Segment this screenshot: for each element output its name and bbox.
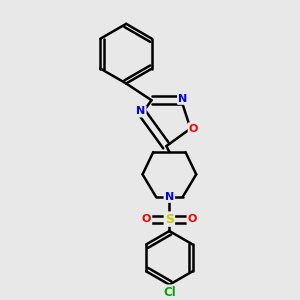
Text: O: O [142,214,151,224]
Text: O: O [189,124,198,134]
Text: S: S [165,213,174,226]
Text: Cl: Cl [163,286,176,299]
Text: O: O [188,214,197,224]
Text: N: N [136,106,146,116]
Text: N: N [165,192,174,202]
Text: N: N [178,94,188,104]
